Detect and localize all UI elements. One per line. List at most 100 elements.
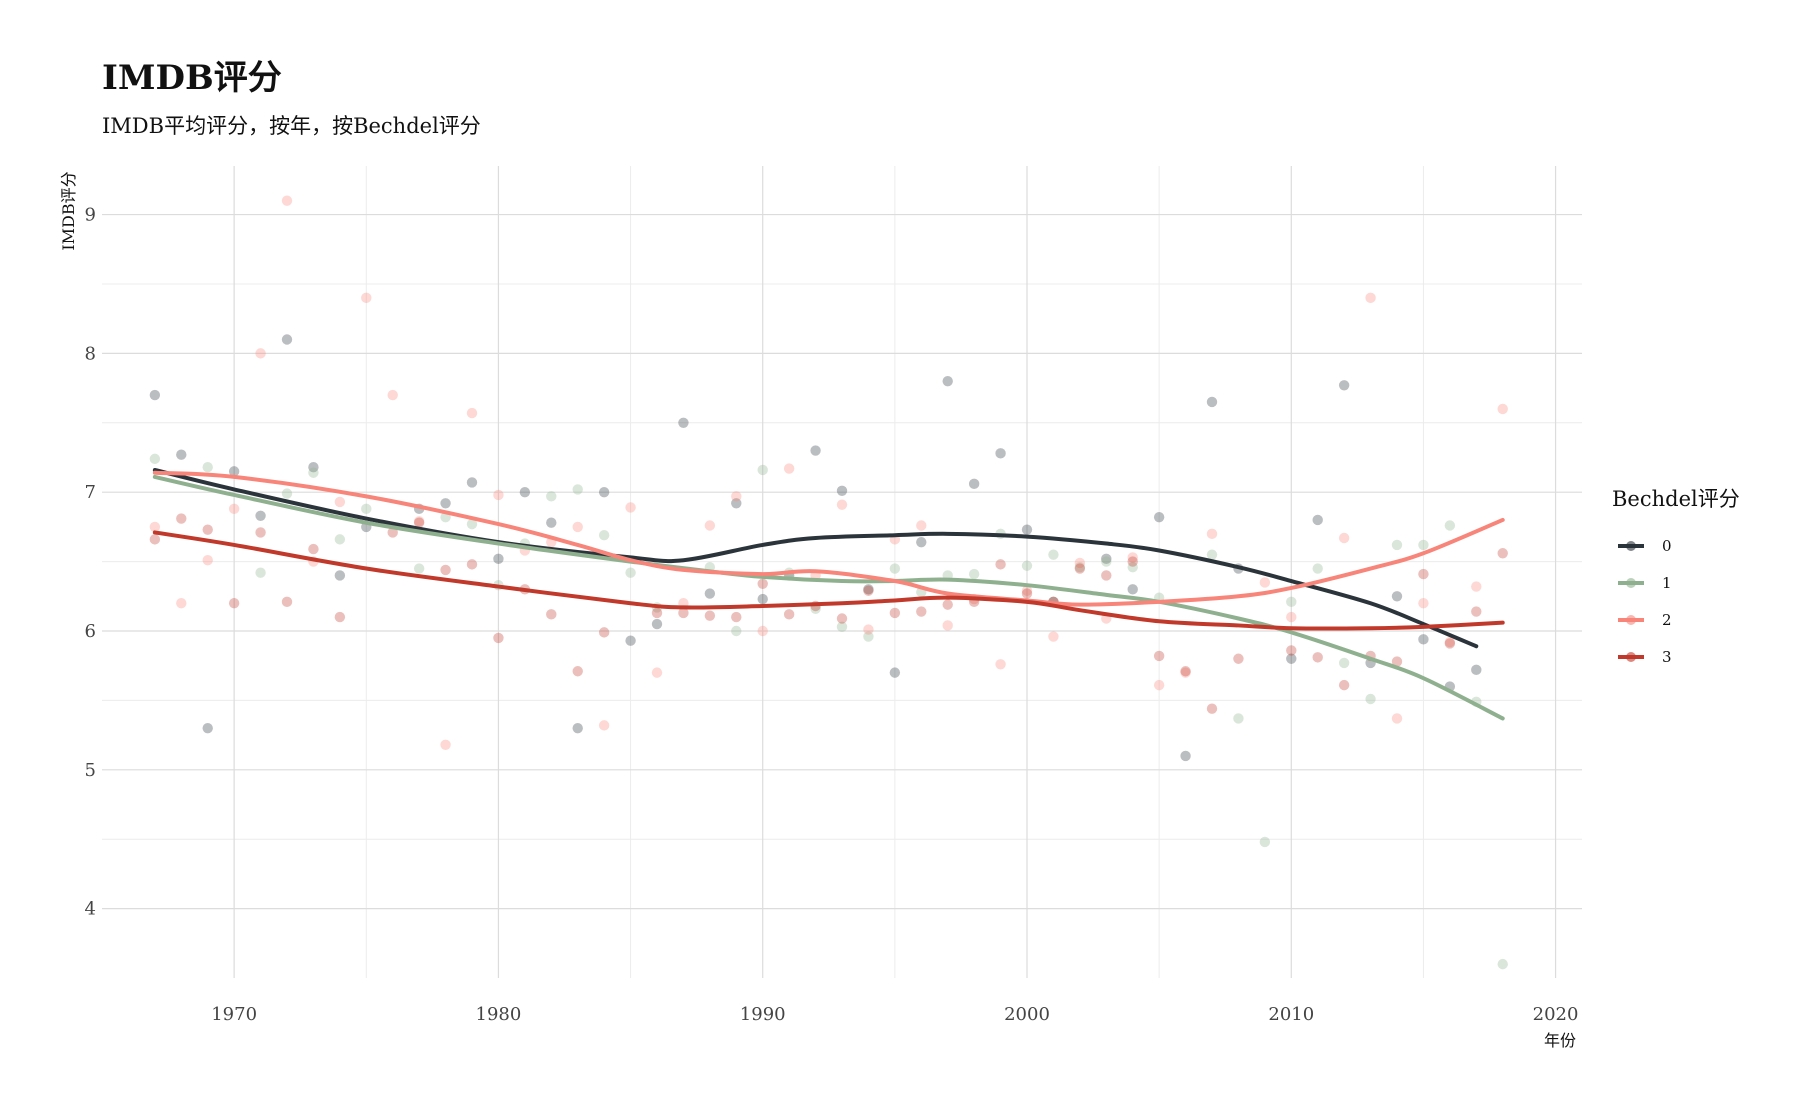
x-tick-label: 1990 — [740, 1004, 786, 1025]
x-tick-label: 1970 — [211, 1004, 257, 1025]
point-bechdel-3 — [440, 564, 451, 576]
point-bechdel-1 — [1312, 563, 1323, 574]
legend-item-1: 1 — [1618, 574, 1672, 592]
point-bechdel-2 — [1444, 636, 1456, 648]
point-bechdel-0 — [255, 510, 266, 521]
x-tick-label: 1980 — [476, 1004, 522, 1025]
point-bechdel-0 — [625, 635, 636, 646]
point-bechdel-2 — [1418, 598, 1429, 609]
point-bechdel-0 — [1338, 380, 1350, 391]
point-bechdel-3 — [1497, 548, 1508, 559]
point-bechdel-0 — [202, 722, 213, 734]
x-tick-label: 2020 — [1533, 1004, 1579, 1025]
point-bechdel-1 — [598, 530, 610, 541]
point-bechdel-2 — [704, 520, 716, 531]
point-bechdel-2 — [1180, 667, 1191, 678]
point-bechdel-2 — [1338, 532, 1350, 544]
point-bechdel-0 — [942, 375, 953, 387]
point-bechdel-2 — [149, 521, 161, 533]
legend-key-point — [1626, 652, 1636, 662]
point-bechdel-1 — [255, 567, 266, 578]
point-bechdel-3 — [1418, 568, 1429, 580]
point-bechdel-3 — [572, 666, 583, 677]
point-bechdel-1 — [546, 491, 557, 502]
grid — [102, 166, 1582, 978]
point-bechdel-2 — [334, 496, 346, 508]
smooth-lines — [152, 467, 1505, 721]
point-bechdel-3 — [1338, 679, 1350, 691]
point-bechdel-2 — [440, 739, 451, 751]
point-bechdel-1 — [572, 484, 583, 495]
point-bechdel-2 — [1471, 581, 1482, 592]
point-bechdel-0 — [1180, 750, 1191, 762]
point-bechdel-3 — [757, 578, 768, 589]
legend-label: 3 — [1662, 648, 1672, 666]
point-bechdel-2 — [995, 659, 1006, 670]
point-bechdel-1 — [731, 625, 742, 637]
point-bechdel-3 — [255, 527, 266, 538]
point-bechdel-1 — [1259, 836, 1271, 848]
point-bechdel-2 — [572, 521, 583, 533]
point-bechdel-1 — [1074, 561, 1086, 573]
point-bechdel-3 — [995, 559, 1006, 570]
legend-label: 2 — [1662, 611, 1672, 629]
point-bechdel-3 — [1101, 570, 1112, 581]
point-bechdel-3 — [202, 524, 213, 535]
point-bechdel-1 — [361, 503, 372, 515]
point-bechdel-0 — [334, 570, 346, 581]
point-bechdel-1 — [1233, 713, 1244, 724]
point-bechdel-3 — [1206, 703, 1218, 714]
point-bechdel-2 — [281, 195, 293, 206]
point-bechdel-0 — [836, 485, 848, 496]
point-bechdel-3 — [387, 527, 398, 538]
point-bechdel-0 — [1471, 664, 1482, 676]
point-bechdel-0 — [281, 334, 293, 345]
point-bechdel-2 — [942, 620, 953, 631]
point-bechdel-1 — [1365, 693, 1376, 705]
point-bechdel-0 — [1021, 524, 1033, 535]
point-bechdel-3 — [493, 632, 504, 644]
point-bechdel-1 — [308, 467, 319, 478]
point-bechdel-2 — [1048, 631, 1059, 642]
point-bechdel-3 — [334, 611, 346, 623]
point-bechdel-1 — [1338, 657, 1350, 669]
point-bechdel-2 — [202, 555, 213, 566]
x-tick-label: 2010 — [1268, 1004, 1314, 1025]
point-bechdel-2 — [863, 624, 874, 635]
point-bechdel-0 — [1206, 396, 1218, 408]
point-bechdel-0 — [228, 466, 240, 477]
smooth-line-bechdel-3 — [152, 530, 1505, 631]
point-bechdel-0 — [1101, 553, 1112, 565]
point-bechdel-0 — [572, 722, 583, 734]
point-bechdel-2 — [1074, 557, 1086, 569]
point-bechdel-0 — [1153, 511, 1165, 523]
point-bechdel-2 — [1391, 713, 1403, 724]
x-axis-title: 年份 — [1544, 1031, 1576, 1050]
point-bechdel-3 — [1074, 563, 1086, 574]
point-bechdel-2 — [625, 502, 636, 513]
y-tick-label: 5 — [85, 760, 96, 781]
y-tick-label: 8 — [85, 343, 96, 364]
legend-key-point — [1626, 541, 1636, 551]
point-bechdel-1 — [281, 488, 293, 499]
point-bechdel-2 — [1259, 577, 1271, 588]
point-bechdel-2 — [836, 499, 848, 510]
point-bechdel-1 — [863, 631, 874, 642]
point-bechdel-0 — [889, 667, 901, 678]
point-bechdel-0 — [598, 486, 610, 498]
point-bechdel-1 — [1206, 549, 1218, 560]
point-bechdel-3 — [863, 585, 874, 596]
point-bechdel-2 — [361, 292, 372, 304]
point-bechdel-3 — [176, 513, 187, 524]
point-bechdel-3 — [651, 607, 663, 619]
point-bechdel-3 — [281, 596, 293, 608]
point-bechdel-3 — [149, 534, 161, 545]
legend-label: 1 — [1662, 574, 1672, 592]
point-bechdel-0 — [678, 417, 689, 428]
point-bechdel-0 — [1418, 634, 1429, 645]
x-tick-label: 2000 — [1004, 1004, 1050, 1025]
point-bechdel-1 — [202, 462, 213, 473]
point-bechdel-1 — [413, 563, 425, 574]
point-bechdel-0 — [731, 498, 742, 509]
